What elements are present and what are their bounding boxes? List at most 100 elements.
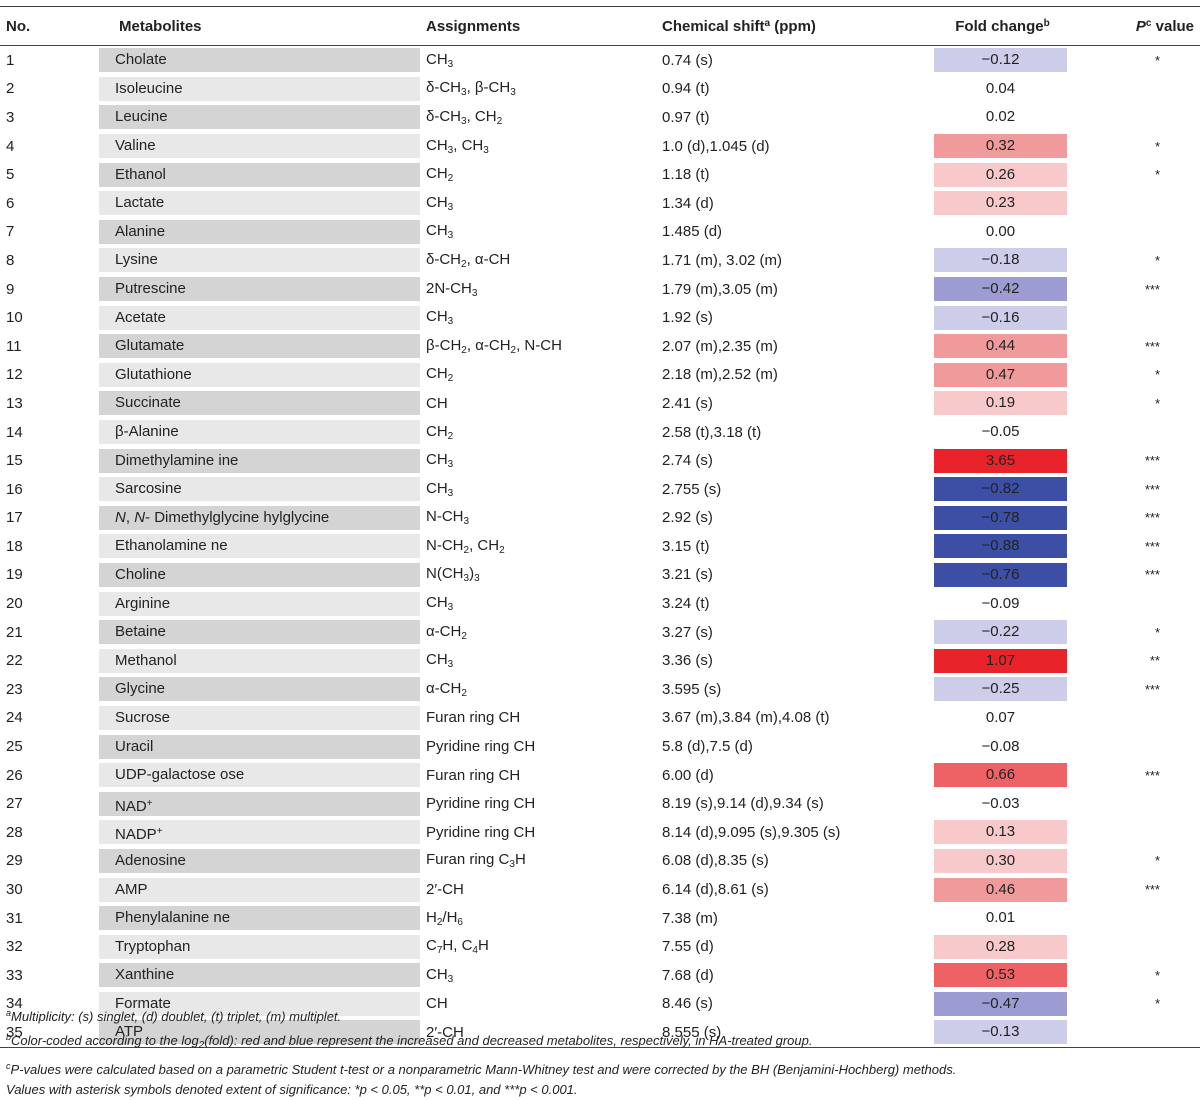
metabolite-name: Methanol bbox=[99, 648, 420, 673]
cell-assignment: δ-CH3, CH2 bbox=[426, 107, 503, 127]
cell-p-value bbox=[1085, 589, 1200, 618]
table-row: 6 Lactate CH3 1.34 (d) 0.23 bbox=[0, 189, 1200, 218]
fold-change-value: 1.07 bbox=[934, 648, 1067, 673]
cell-chemical-shift: 3.67 (m),3.84 (m),4.08 (t) bbox=[662, 709, 830, 727]
fold-change-value: 0.47 bbox=[934, 362, 1067, 387]
cell-metabolite: UDP-galactose ose bbox=[99, 761, 424, 790]
cell-fold-change: 0.23 bbox=[920, 189, 1085, 218]
cell-fold-change: 0.28 bbox=[920, 932, 1085, 961]
cell-fold-change: −0.25 bbox=[920, 675, 1085, 704]
table-row: 30 AMP 2′-CH 6.14 (d),8.61 (s) 0.46 *** bbox=[0, 875, 1200, 904]
cell-p-value: *** bbox=[1144, 681, 1160, 697]
cell-p-value: * bbox=[1154, 252, 1160, 268]
cell-fold-change: 0.07 bbox=[920, 704, 1085, 733]
cell-assignment: CH3 bbox=[426, 594, 454, 614]
metabolite-name: Cholate bbox=[99, 48, 420, 73]
fold-change-value: −0.09 bbox=[981, 594, 1020, 612]
fold-change-value: 0.30 bbox=[934, 848, 1067, 873]
table-row: 32 Tryptophan C7H, C4H 7.55 (d) 0.28 bbox=[0, 932, 1200, 961]
metabolite-name: Arginine bbox=[99, 591, 420, 616]
fold-change-value: 0.01 bbox=[985, 909, 1016, 927]
cell-p-value bbox=[1085, 189, 1200, 218]
fold-change-value: −0.13 bbox=[934, 1020, 1067, 1045]
cell-assignment: α-CH2 bbox=[426, 679, 467, 699]
metabolite-name: Glycine bbox=[99, 677, 420, 702]
cell-p-value: *** bbox=[1144, 567, 1160, 583]
cell-metabolite: ATP bbox=[99, 1018, 424, 1048]
cell-p-value bbox=[1085, 218, 1200, 247]
metabolite-name: Putrescine bbox=[99, 277, 420, 302]
cell-p-value: *** bbox=[1144, 510, 1160, 526]
cell-no: 8 bbox=[6, 251, 15, 269]
cell-fold-change: −0.16 bbox=[920, 303, 1085, 332]
cell-assignment: 2′-CH bbox=[426, 881, 464, 899]
cell-p-value bbox=[1085, 1018, 1200, 1048]
table-row: 5 Ethanol CH2 1.18 (t) 0.26 * bbox=[0, 160, 1200, 189]
cell-chemical-shift: 6.08 (d),8.35 (s) bbox=[662, 852, 769, 870]
cell-metabolite: Arginine bbox=[99, 589, 424, 618]
metabolite-name: Leucine bbox=[99, 105, 420, 130]
cell-chemical-shift: 2.755 (s) bbox=[662, 480, 722, 498]
footnote-b: bColor-coded according to the log2(fold)… bbox=[6, 1032, 813, 1051]
cell-assignment: CH3, CH3 bbox=[426, 136, 489, 156]
cell-assignment: C7H, C4H bbox=[426, 937, 489, 957]
metabolite-name: Sucrose bbox=[99, 705, 420, 730]
cell-assignment: H2/H6 bbox=[426, 908, 463, 928]
cell-assignment: N(CH3)3 bbox=[426, 565, 480, 585]
cell-assignment: CH3 bbox=[426, 651, 454, 671]
header-chemical-shift-sup: a bbox=[764, 17, 771, 29]
table-row: 22 Methanol CH3 3.36 (s) 1.07 ** bbox=[0, 646, 1200, 675]
cell-assignment: CH3 bbox=[426, 451, 454, 471]
cell-chemical-shift: 1.71 (m), 3.02 (m) bbox=[662, 251, 783, 269]
cell-assignment: 2N-CH3 bbox=[426, 279, 478, 299]
cell-fold-change: 0.30 bbox=[920, 847, 1085, 876]
cell-metabolite: Dimethylamine ine bbox=[99, 446, 424, 475]
fold-change-value: −0.03 bbox=[981, 794, 1020, 812]
metabolite-name: UDP-galactose ose bbox=[99, 763, 420, 788]
cell-fold-change: −0.82 bbox=[920, 475, 1085, 504]
cell-no: 16 bbox=[6, 480, 23, 498]
metabolite-name: NADP+ bbox=[99, 820, 420, 845]
cell-no: 29 bbox=[6, 852, 23, 870]
table-row: 25 Uracil Pyridine ring CH 5.8 (d),7.5 (d) −… bbox=[0, 732, 1200, 761]
table-row: 13 Succinate CH 2.41 (s) 0.19 * bbox=[0, 389, 1200, 418]
table-footnotes: aMultiplicity: (s) singlet, (d) doublet,… bbox=[6, 1003, 1196, 1100]
cell-p-value bbox=[1085, 904, 1200, 933]
cell-no: 35 bbox=[0, 1018, 103, 1048]
cell-chemical-shift: 2.07 (m),2.35 (m) bbox=[662, 337, 778, 355]
header-p-sup: c bbox=[1145, 17, 1152, 29]
cell-metabolite: Choline bbox=[99, 561, 424, 590]
metabolite-name: N, N- Dimethylglycine hylglycine bbox=[99, 505, 420, 530]
fold-change-value: −0.82 bbox=[934, 477, 1067, 502]
table-row: 34 Formate CH 8.46 (s) −0.47 * bbox=[0, 990, 1200, 1019]
fold-change-value: 0.02 bbox=[985, 108, 1016, 126]
cell-chemical-shift: 7.55 (d) bbox=[662, 938, 714, 956]
cell-no: 12 bbox=[6, 366, 23, 384]
table-row: 19 Choline N(CH3)3 3.21 (s) −0.76 *** bbox=[0, 561, 1200, 590]
header-fold-change-label: Fold change bbox=[955, 17, 1044, 35]
cell-metabolite: Glutathione bbox=[99, 361, 424, 390]
table-row: 24 Sucrose Furan ring CH 3.67 (m),3.84 (m),… bbox=[0, 704, 1200, 733]
cell-no: 34 bbox=[6, 995, 23, 1013]
metabolite-name: Lysine bbox=[99, 248, 420, 273]
cell-p-value: *** bbox=[1144, 538, 1160, 554]
metabolite-name: Valine bbox=[99, 134, 420, 159]
cell-fold-change: −0.09 bbox=[920, 589, 1085, 618]
cell-no: 9 bbox=[6, 280, 15, 298]
table-row: 16 Sarcosine CH3 2.755 (s) −0.82 *** bbox=[0, 475, 1200, 504]
cell-no: 27 bbox=[6, 795, 23, 813]
header-fold-change-sup: b bbox=[1043, 17, 1050, 29]
fold-change-value: −0.42 bbox=[934, 277, 1067, 302]
cell-metabolite: N, N- Dimethylglycine hylglycine bbox=[99, 504, 424, 533]
metabolite-name: ATP bbox=[99, 1020, 420, 1045]
header-chemical-shift-unit: (ppm) bbox=[770, 17, 816, 35]
cell-chemical-shift: 1.92 (s) bbox=[662, 309, 713, 327]
cell-p-value: * bbox=[1154, 967, 1160, 983]
cell-assignment: CH bbox=[426, 394, 448, 412]
metabolite-name: Tryptophan bbox=[99, 934, 420, 959]
fold-change-value: 0.66 bbox=[934, 763, 1067, 788]
fold-change-value: 0.07 bbox=[985, 708, 1016, 726]
cell-assignment: Furan ring C3H bbox=[426, 851, 526, 871]
cell-chemical-shift: 8.555 (s) bbox=[660, 1018, 920, 1048]
